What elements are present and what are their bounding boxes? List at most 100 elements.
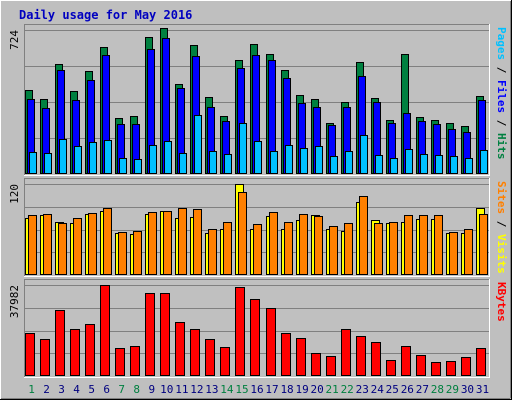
bar-sites-day-6 — [103, 208, 112, 275]
x-tick-label: 12 — [190, 383, 203, 396]
bar-kbytes-day-25 — [386, 360, 396, 376]
bar-kbytes-day-26 — [401, 346, 411, 376]
legend-label: Sites / Visits — [495, 181, 508, 274]
bar-pages-day-29 — [450, 156, 458, 174]
x-tick-label: 3 — [58, 383, 65, 396]
bar-kbytes-day-29 — [446, 361, 456, 376]
x-axis-labels: 1 2 3 4 5 6 7 8 9 10 11 12 13 14 15 16 17 18 19 20 21 22 23 24 2… — [28, 383, 489, 396]
x-tick-label: 27 — [416, 383, 429, 396]
y-max-label: 120 — [8, 184, 21, 204]
bar-pages-day-18 — [285, 145, 293, 174]
bar-kbytes-day-3 — [55, 310, 65, 376]
x-tick-label: 5 — [88, 383, 95, 396]
bar-sites-day-15 — [238, 192, 247, 275]
bar-kbytes-day-27 — [416, 355, 426, 376]
bar-pages-day-16 — [254, 141, 262, 174]
bar-sites-day-12 — [193, 209, 202, 275]
bar-kbytes-day-10 — [160, 293, 170, 376]
bar-kbytes-day-2 — [40, 339, 50, 376]
bar-pages-day-5 — [89, 142, 97, 174]
panel-2: 120 Sites / Visits — [8, 178, 508, 277]
bar-kbytes-day-11 — [175, 322, 185, 376]
x-tick-label: 10 — [160, 383, 173, 396]
x-tick-label: 20 — [311, 383, 324, 396]
bar-pages-day-11 — [179, 153, 187, 174]
legend-label: Pages / Files / Hits — [495, 27, 508, 160]
chart-title: Daily usage for May 2016 — [19, 8, 192, 22]
bar-pages-day-21 — [330, 156, 338, 174]
x-tick-label: 23 — [356, 383, 369, 396]
bar-kbytes-day-7 — [115, 348, 125, 376]
x-tick-label: 15 — [235, 383, 248, 396]
bar-sites-day-8 — [133, 231, 142, 275]
bar-sites-day-3 — [58, 223, 67, 275]
bar-sites-day-24 — [374, 223, 383, 275]
bar-sites-day-30 — [464, 229, 473, 275]
bar-sites-day-17 — [269, 212, 278, 275]
bar-pages-day-31 — [480, 150, 488, 174]
bar-sites-day-9 — [148, 212, 157, 275]
bar-sites-day-7 — [118, 232, 127, 275]
bar-pages-day-26 — [405, 149, 413, 174]
x-tick-label: 19 — [295, 383, 308, 396]
bar-kbytes-day-4 — [70, 329, 80, 376]
bar-pages-day-20 — [315, 146, 323, 174]
bar-sites-day-1 — [28, 215, 37, 275]
legend-entry: / — [495, 214, 508, 234]
bar-kbytes-day-6 — [100, 285, 110, 376]
x-tick-label: 26 — [401, 383, 414, 396]
legend-entry: KBytes — [495, 282, 508, 322]
bar-pages-day-17 — [270, 151, 278, 174]
x-tick-label: 14 — [220, 383, 234, 396]
bar-kbytes-day-17 — [266, 308, 276, 376]
x-tick-label: 2 — [43, 383, 50, 396]
bar-sites-day-23 — [359, 196, 368, 275]
bar-sites-day-13 — [208, 229, 217, 275]
x-tick-label: 21 — [326, 383, 339, 396]
bar-pages-day-27 — [420, 154, 428, 174]
bar-sites-day-27 — [419, 215, 428, 275]
bar-pages-day-24 — [375, 155, 383, 174]
bar-kbytes-day-14 — [220, 347, 230, 376]
bar-pages-day-10 — [164, 141, 172, 174]
x-tick-label: 11 — [175, 383, 188, 396]
bar-pages-day-15 — [239, 123, 247, 174]
bar-sites-day-22 — [344, 223, 353, 275]
bar-kbytes-day-28 — [431, 362, 441, 376]
bar-kbytes-day-12 — [190, 329, 200, 376]
bar-pages-day-2 — [44, 153, 52, 174]
bar-pages-day-14 — [224, 154, 232, 174]
bar-sites-day-4 — [73, 218, 82, 275]
legend-entry: / — [495, 60, 508, 80]
legend-entry: Hits — [495, 133, 508, 160]
bar-pages-day-28 — [435, 155, 443, 174]
bar-pages-day-6 — [104, 140, 112, 174]
bar-sites-day-26 — [404, 215, 413, 275]
bar-sites-day-28 — [434, 215, 443, 275]
x-tick-label: 13 — [205, 383, 218, 396]
bar-kbytes-day-23 — [356, 336, 366, 376]
bar-pages-day-9 — [149, 145, 157, 174]
bar-kbytes-day-31 — [476, 348, 486, 376]
bar-sites-day-20 — [314, 216, 323, 275]
bar-kbytes-day-19 — [296, 338, 306, 376]
x-tick-label: 31 — [476, 383, 489, 396]
series-pages — [29, 115, 488, 174]
legend-entry: Visits — [495, 234, 508, 274]
bar-sites-day-21 — [329, 226, 338, 275]
bar-kbytes-day-8 — [130, 346, 140, 376]
series-kbytes — [25, 285, 486, 376]
bar-pages-day-22 — [345, 151, 353, 174]
bar-sites-day-10 — [163, 211, 172, 275]
bar-sites-day-16 — [253, 224, 262, 275]
bar-kbytes-day-21 — [326, 356, 336, 376]
bar-sites-day-5 — [88, 213, 97, 275]
series-sites — [28, 192, 488, 275]
bar-pages-day-8 — [134, 159, 142, 174]
x-tick-label: 1 — [28, 383, 35, 396]
y-max-label: 724 — [8, 30, 21, 50]
bar-kbytes-day-1 — [25, 333, 35, 376]
panel-1: 724 Pages / Files / Hits — [8, 24, 508, 176]
